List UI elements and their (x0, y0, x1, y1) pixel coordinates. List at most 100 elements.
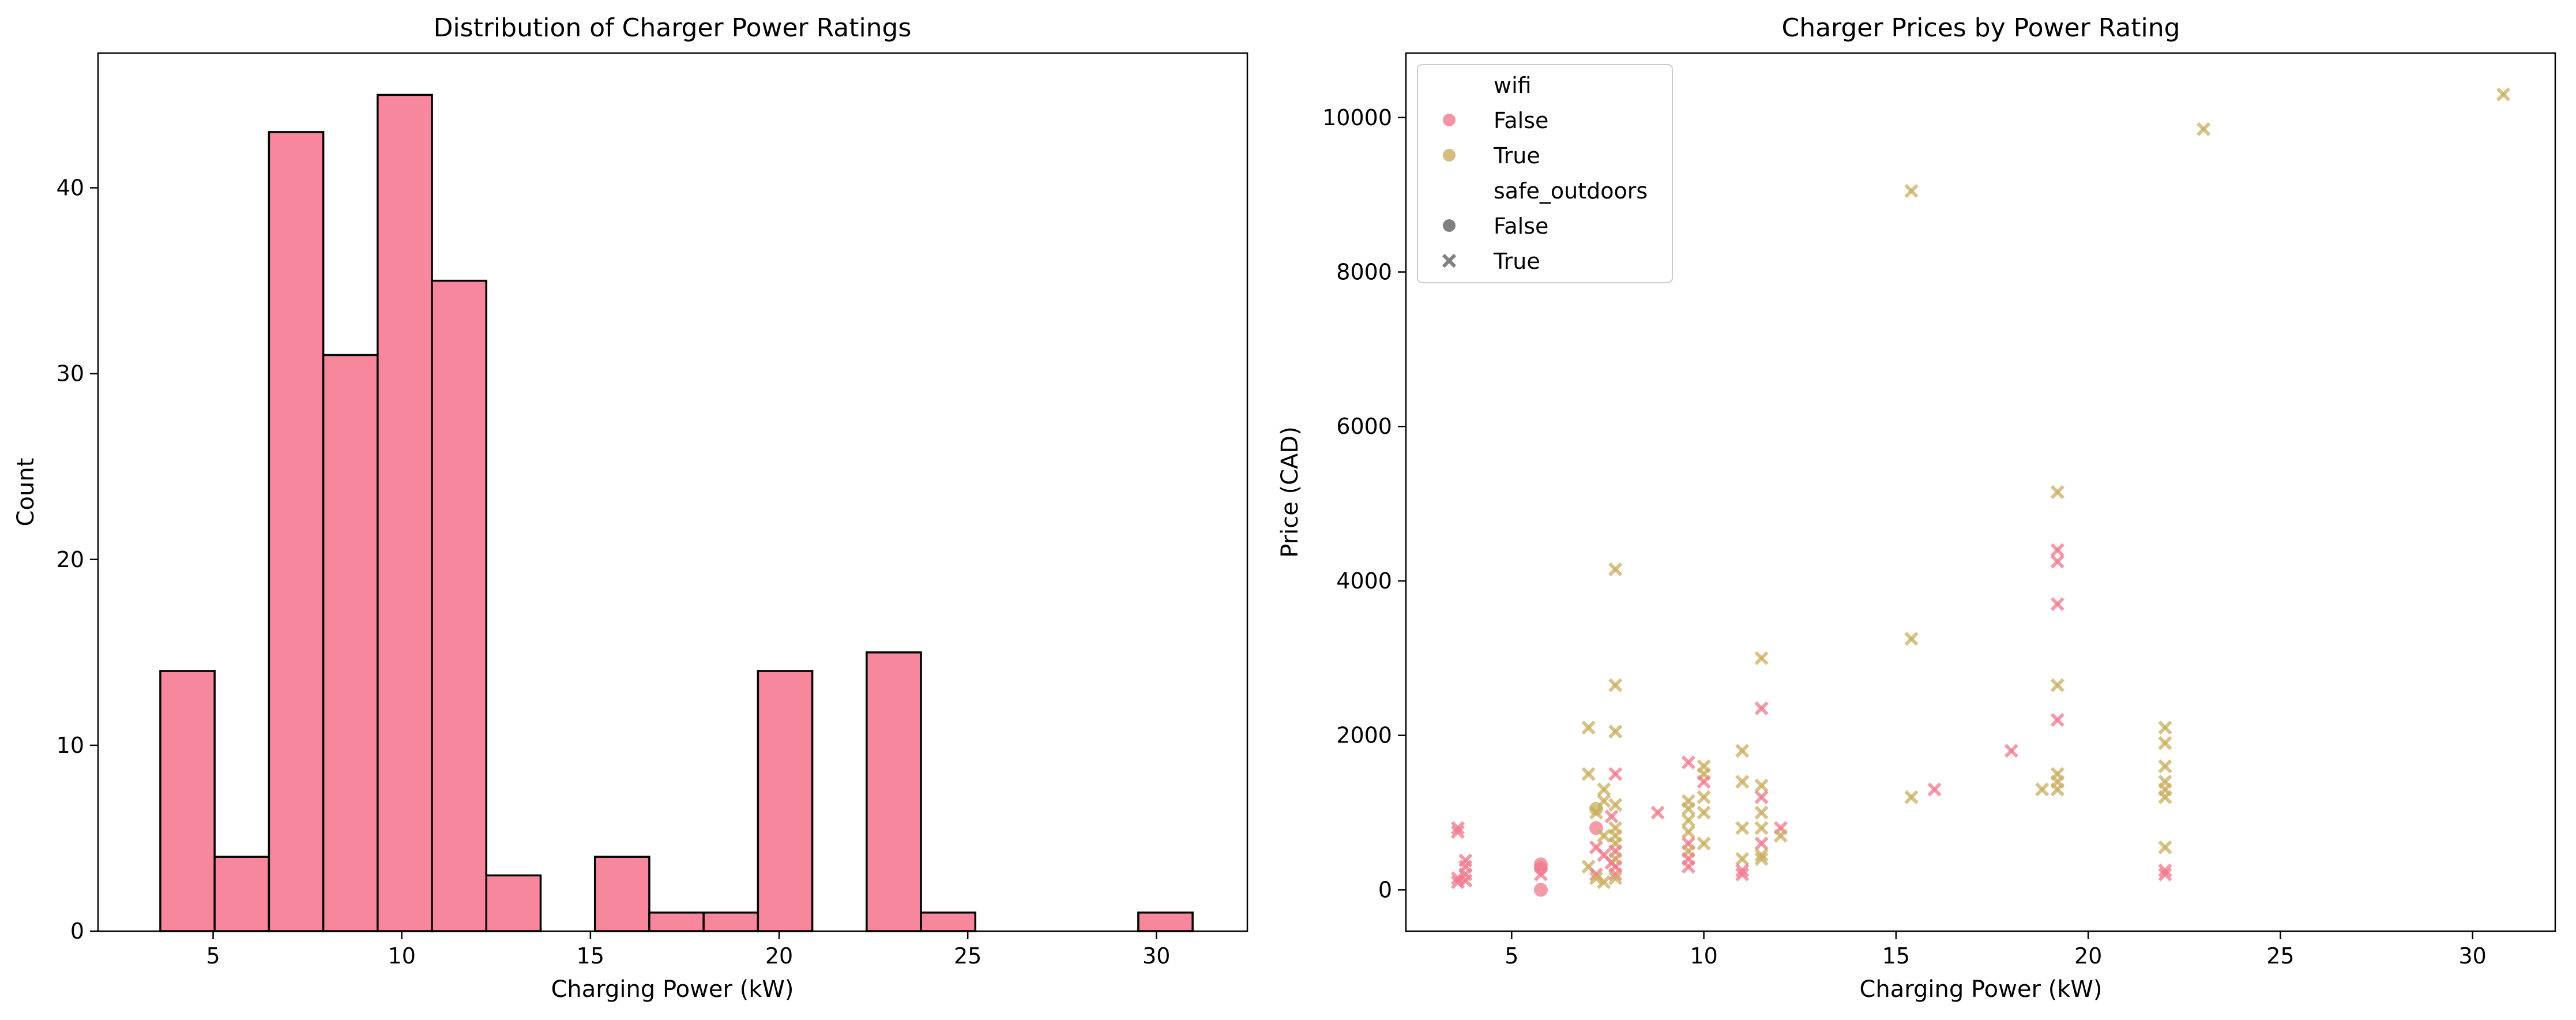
scatter-point (1458, 873, 1473, 888)
scatter-point (1681, 801, 1696, 816)
scatter-point (1597, 828, 1611, 843)
histogram-bar (159, 670, 216, 932)
scatter-point (2050, 597, 2064, 612)
scatter-point (1597, 782, 1611, 797)
scatter-point (1927, 782, 1942, 797)
scatter-point (2158, 840, 2172, 854)
scatter-x-tick-label: 5 (1505, 943, 1518, 969)
scatter-point (2050, 543, 2064, 557)
scatter-legend: wifi False True safe_outdoors False True (1417, 64, 1673, 283)
histogram-y-tick-label: 20 (57, 547, 84, 572)
histogram-chart: Distribution of Charger Power Ratings 5 1… (13, 13, 1248, 1003)
scatter-point (1608, 767, 1623, 781)
legend-box (1417, 64, 1673, 283)
scatter-point (1754, 805, 1769, 820)
legend-marker-safe-true (1442, 253, 1457, 268)
scatter-point (2050, 678, 2064, 692)
scatter-point (2158, 863, 2172, 878)
scatter-x-tick-label: 15 (1882, 943, 1910, 969)
histogram-y-tick-label: 40 (57, 175, 84, 201)
histogram-x-tick-label: 25 (954, 943, 981, 969)
scatter-y-tick-label: 8000 (1336, 259, 1392, 284)
scatter-point (1735, 744, 1750, 758)
scatter-title: Charger Prices by Power Rating (1781, 13, 2180, 43)
scatter-point (1697, 774, 1711, 789)
scatter-point (1754, 852, 1769, 866)
scatter-point (1581, 767, 1596, 781)
histogram-bar (268, 131, 325, 932)
scatter-x-ticks: 5 10 15 20 25 30 (1505, 931, 2487, 969)
scatter-point (2158, 721, 2172, 735)
scatter-point (2158, 736, 2172, 751)
scatter-point (1650, 805, 1665, 820)
legend-marker-wifi-false (1443, 114, 1456, 126)
scatter-y-tick-label: 2000 (1336, 723, 1392, 748)
legend-hue-title: wifi (1494, 73, 1532, 98)
scatter-point (2050, 782, 2064, 797)
histogram-bar (866, 651, 922, 932)
scatter-point (1608, 678, 1623, 692)
scatter-point (2050, 485, 2064, 500)
histogram-y-tick-label: 10 (57, 733, 84, 758)
legend-label-safe-true: True (1493, 249, 1540, 274)
scatter-point (2158, 790, 2172, 804)
scatter-point (1681, 755, 1696, 770)
scatter-x-tick-label: 25 (2266, 943, 2294, 969)
histogram-bar (431, 279, 488, 932)
histogram-y-tick-label: 30 (57, 361, 84, 387)
scatter-point (1608, 724, 1623, 739)
histogram-x-tick-label: 15 (577, 943, 604, 969)
histogram-bar (1137, 912, 1194, 932)
legend-label-wifi-true: True (1493, 143, 1540, 168)
scatter-x-tick-label: 30 (2459, 943, 2487, 969)
scatter-point (1597, 875, 1611, 890)
scatter-point (1697, 836, 1711, 851)
scatter-point (1773, 828, 1788, 843)
scatter-chart: Charger Prices by Power Rating 5 10 15 20 25… (1277, 13, 2556, 1003)
legend-marker-wifi-true (1443, 149, 1456, 162)
scatter-point (1754, 651, 1769, 665)
scatter-point (1589, 805, 1604, 820)
scatter-point (1450, 821, 1465, 835)
histogram-y-axis-label: Count (13, 458, 39, 527)
histogram-bar (213, 856, 270, 932)
scatter-y-tick-label: 0 (1378, 877, 1392, 902)
scatter-points (1450, 87, 2511, 897)
scatter-point (2050, 554, 2064, 569)
histogram-x-tick-label: 5 (206, 943, 220, 969)
scatter-point (1754, 778, 1769, 793)
scatter-y-tick-label: 6000 (1336, 414, 1392, 439)
scatter-point (1533, 867, 1548, 882)
scatter-y-tick-label: 4000 (1336, 568, 1392, 594)
scatter-point (1754, 848, 1769, 862)
scatter-point (1904, 790, 1919, 804)
scatter-point (1608, 871, 1623, 886)
histogram-y-tick-label: 0 (70, 918, 84, 944)
scatter-point (1735, 867, 1750, 882)
scatter-y-ticks: 0 2000 4000 6000 8000 10000 (1322, 105, 1406, 902)
scatter-point (1697, 790, 1711, 804)
scatter-point (2158, 759, 2172, 774)
scatter-y-axis-label: Price (CAD) (1277, 426, 1303, 558)
scatter-point (2035, 782, 2049, 797)
histogram-bar (702, 912, 759, 932)
scatter-point (1681, 824, 1696, 839)
scatter-point (1904, 183, 1919, 198)
histogram-x-tick-label: 30 (1142, 943, 1170, 969)
scatter-point (1904, 632, 1919, 646)
scatter-point (1735, 821, 1750, 835)
scatter-point (1604, 809, 1619, 824)
histogram-bar (593, 856, 650, 932)
scatter-point (1754, 836, 1769, 851)
legend-style-title: safe_outdoors (1494, 178, 1648, 204)
scatter-point (1450, 824, 1465, 839)
scatter-point (2196, 122, 2211, 136)
legend-label-safe-false: False (1494, 213, 1548, 239)
histogram-x-axis-label: Charging Power (kW) (551, 976, 794, 1003)
histogram-bar (485, 874, 542, 932)
scatter-point (1735, 852, 1750, 866)
histogram-bar (648, 912, 705, 932)
histogram-x-tick-label: 20 (765, 943, 793, 969)
scatter-point (1754, 701, 1769, 715)
